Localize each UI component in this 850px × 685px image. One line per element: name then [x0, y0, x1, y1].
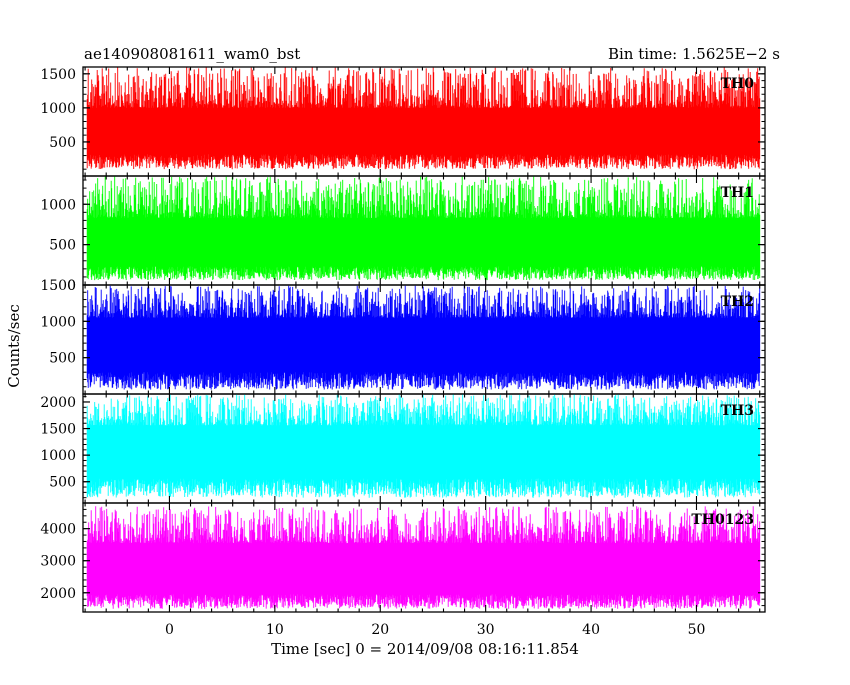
series-trace-th2	[86, 285, 761, 390]
series-trace-th1	[86, 176, 761, 281]
panel-frame	[82, 502, 766, 613]
y-tick-label: 4000	[40, 522, 76, 538]
x-tick-label: 40	[582, 622, 600, 638]
series-label-th3: TH3	[721, 403, 754, 419]
series-label-th2: TH2	[721, 294, 754, 310]
y-tick-label: 1500	[40, 278, 76, 294]
x-axis: 0 10 20 30 40 50	[165, 622, 705, 638]
panel-th0: 500 1000 1500 TH0	[40, 66, 766, 177]
panel-th1: 0 500 1000 TH1	[40, 175, 766, 294]
y-tick-label: 1000	[40, 197, 76, 213]
series-label-th0123: TH0123	[691, 512, 754, 528]
y-tick-label: 500	[49, 135, 76, 151]
y-tick-label: 0	[67, 278, 76, 294]
y-tick-label: 1500	[40, 422, 76, 438]
y-axis-label: Counts/sec	[5, 304, 23, 388]
y-tick-label: 1000	[40, 314, 76, 330]
x-axis-label: Time [sec] 0 = 2014/09/08 08:16:11.854	[271, 640, 579, 658]
series-trace-th3	[86, 394, 761, 498]
y-tick-label: 2000	[40, 395, 76, 411]
series-trace-th0	[86, 67, 761, 170]
y-tick-label: 500	[49, 238, 76, 254]
y-tick-label: 2000	[40, 586, 76, 602]
bin-time-label: Bin time: 1.5625E−2 s	[608, 45, 780, 63]
x-tick-label: 0	[165, 622, 174, 638]
panel-th2: 500 1000 1500 TH2	[40, 278, 766, 395]
y-tick-label: 3000	[40, 554, 76, 570]
x-tick-label: 10	[266, 622, 284, 638]
y-tick-label: 1000	[40, 448, 76, 464]
series-label-th0: TH0	[721, 76, 755, 92]
x-tick-label: 20	[371, 622, 389, 638]
y-tick-label: 500	[49, 351, 76, 367]
x-tick-label: 50	[688, 622, 706, 638]
y-tick-label: 500	[49, 475, 76, 491]
panel-th0123: 2000 3000 4000 TH0123	[40, 502, 766, 613]
series-trace-th0123	[86, 506, 761, 609]
panel-th3: 500 1000 1500 2000 TH3	[40, 393, 766, 504]
y-tick-label: 1000	[40, 101, 76, 117]
series-label-th1: TH1	[721, 185, 754, 201]
x-tick-label: 30	[477, 622, 495, 638]
y-tick-label: 1500	[40, 67, 76, 83]
panels-group: 50010001500TH005001000TH150010001500TH25…	[40, 66, 766, 613]
plot-title: ae140908081611_wam0_bst	[84, 45, 300, 63]
